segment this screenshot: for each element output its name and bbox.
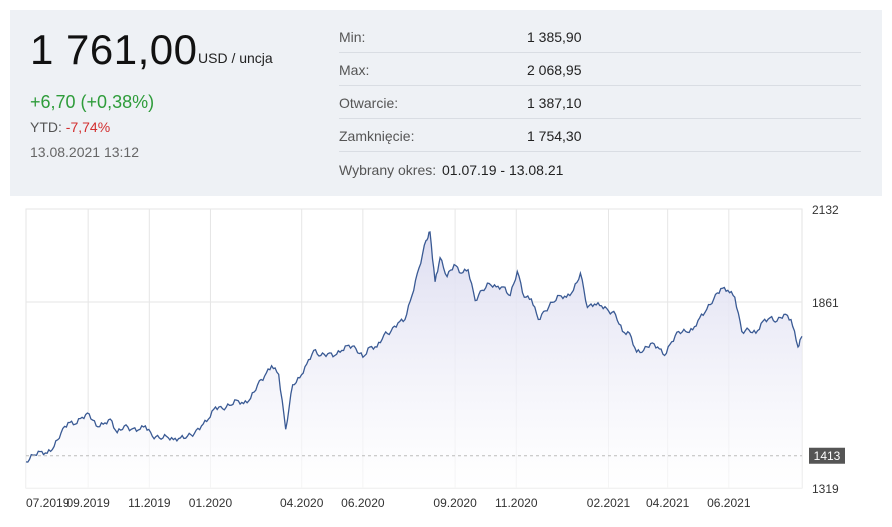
stat-label: Max: — [339, 62, 370, 78]
x-tick-label: 06.2020 — [341, 496, 385, 510]
stat-value: 1 754,30 — [527, 128, 582, 144]
y-tick-label: 1861 — [812, 296, 839, 310]
price-chart[interactable]: 2132 1861 1319 07.2019 09.2019 11.2019 01.202… — [10, 196, 882, 522]
x-tick-label: 11.2020 — [495, 496, 538, 510]
ytd-change: YTD: -7,74% — [30, 119, 110, 135]
stat-label: Zamknięcie: — [339, 128, 415, 144]
stat-row-close: Zamknięcie: 1 754,30 — [339, 119, 861, 152]
stat-label: Otwarcie: — [339, 95, 399, 111]
stat-row-open: Otwarcie: 1 387,10 — [339, 86, 861, 119]
period-value: 01.07.19 - 13.08.21 — [442, 162, 564, 178]
x-tick-label: 04.2020 — [280, 496, 324, 510]
quote-panel: 1 761,00 USD / uncja +6,70 (+0,38%) YTD:… — [10, 10, 882, 196]
x-tick-label: 06.2021 — [707, 496, 751, 510]
price-line — [25, 231, 803, 463]
stat-row-max: Max: 2 068,95 — [339, 53, 861, 86]
period-row: Wybrany okres: 01.07.19 - 13.08.21 — [339, 152, 861, 184]
y-tick-label: 2132 — [812, 203, 839, 217]
stat-value: 1 387,10 — [527, 95, 582, 111]
current-price: 1 761,00 — [30, 26, 198, 73]
ytd-value: -7,74% — [65, 119, 111, 135]
price-area — [26, 232, 802, 488]
price-change: +6,70 (+0,38%) — [30, 92, 155, 112]
x-tick-label: 02.2021 — [587, 496, 631, 510]
ytd-label: YTD: — [30, 119, 62, 135]
period-label: Wybrany okres: — [339, 162, 437, 178]
reference-badge-bg — [809, 447, 845, 464]
x-tick-label: 11.2019 — [128, 496, 171, 510]
stat-value: 2 068,95 — [527, 62, 582, 78]
x-tick-label: 04.2021 — [646, 496, 690, 510]
stat-label: Min: — [339, 29, 366, 45]
y-tick-label: 1319 — [812, 482, 839, 496]
x-tick-label: 01.2020 — [189, 496, 233, 510]
y-axis-labels: 2132 1861 1319 — [812, 203, 839, 496]
stats-table: Min: 1 385,90 Max: 2 068,95 Otwarcie: 1 … — [339, 20, 861, 184]
quote-datetime: 13.08.2021 13:12 — [30, 144, 139, 160]
x-tick-label: 09.2019 — [66, 496, 110, 510]
price-unit: USD / uncja — [198, 50, 273, 66]
reference-badge: 1413 — [809, 447, 845, 464]
x-tick-label: 07.2019 — [26, 496, 70, 510]
stat-value: 1 385,90 — [527, 29, 582, 45]
stat-row-min: Min: 1 385,90 — [339, 20, 861, 53]
x-tick-label: 09.2020 — [433, 496, 477, 510]
reference-badge-label: 1413 — [814, 449, 841, 463]
